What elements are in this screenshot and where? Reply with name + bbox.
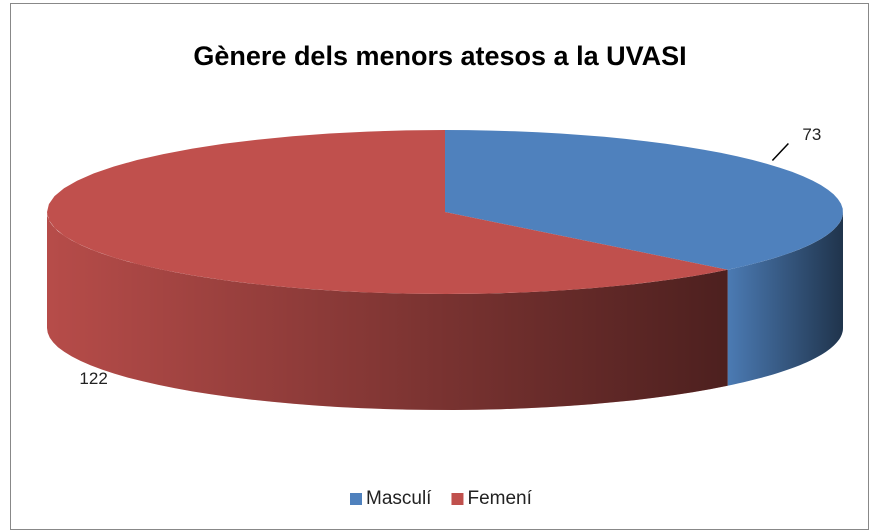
chart-title: Gènere dels menors atesos a la UVASI — [193, 41, 686, 71]
side-shade — [727, 212, 843, 386]
legend-swatch — [350, 493, 362, 505]
slice-side — [727, 212, 843, 386]
legend-swatch — [451, 493, 464, 505]
leader-line — [771, 142, 789, 161]
legend-label: Femení — [467, 488, 532, 509]
side-shade — [47, 212, 728, 410]
slice-side — [47, 212, 728, 410]
slice — [445, 130, 843, 270]
legend-label: Masculí — [366, 488, 432, 509]
slice — [47, 130, 728, 294]
data-label: 73 — [802, 125, 821, 144]
data-label: 122 — [79, 369, 107, 388]
